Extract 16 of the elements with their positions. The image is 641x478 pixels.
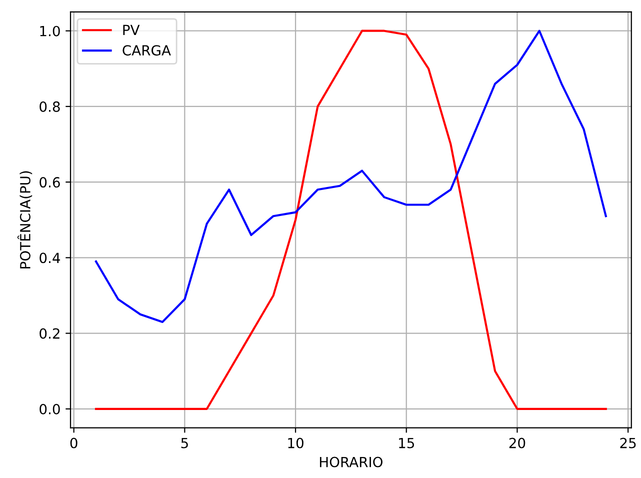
y-tick-label: 0.0	[40, 404, 60, 414]
x-axis-title: HORARIO	[320, 456, 382, 468]
x-tick-label: 5	[181, 438, 188, 448]
x-tick-label: 20	[509, 438, 526, 448]
y-tick-label: 1.0	[40, 26, 60, 36]
x-tick-label: 0	[70, 438, 78, 448]
legend-label: PV	[123, 24, 140, 36]
y-tick-label: 0.4	[40, 252, 60, 264]
x-tick-label: 15	[399, 438, 414, 448]
y-tick-label: 0.2	[40, 328, 60, 339]
x-tick-label: 10	[288, 438, 304, 448]
y-tick-label: 0.6	[40, 177, 60, 188]
x-tick-label: 25	[620, 438, 636, 448]
y-tick-label: 0.8	[40, 101, 60, 112]
legend-label: CARGA	[122, 45, 171, 56]
y-axis-title: POTÊNCIA(PU)	[17, 171, 32, 268]
